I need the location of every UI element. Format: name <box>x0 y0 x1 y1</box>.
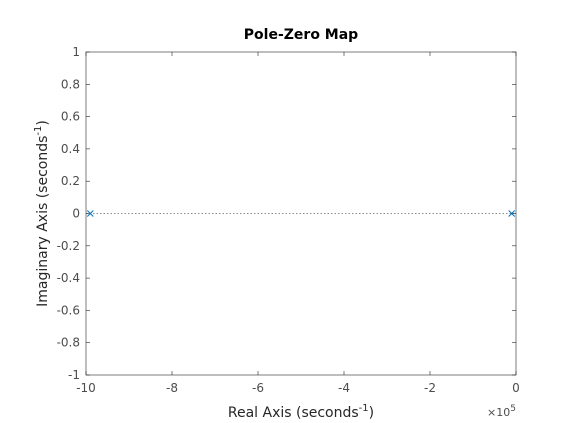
y-tick-label: -0.8 <box>57 336 80 350</box>
x-axis-exponent-power: 5 <box>510 404 516 414</box>
y-axis-ticks: -1 -0.8 -0.6 -0.4 -0.2 0 0.2 0.4 0.6 0.8 1 <box>57 45 516 382</box>
x-tick-label: -8 <box>166 381 178 395</box>
y-axis-title-close: ) <box>35 120 51 125</box>
y-axis-title-superscript: -1 <box>33 126 44 136</box>
y-tick-label: 0.4 <box>61 142 80 156</box>
y-axis-title-main: Imaginary Axis (seconds <box>35 136 51 307</box>
y-tick-label: 0 <box>72 207 80 221</box>
x-axis-title-superscript: -1 <box>359 403 369 414</box>
pole-markers <box>86 210 516 217</box>
x-tick-label: -10 <box>76 381 96 395</box>
x-tick-label: -4 <box>338 381 350 395</box>
y-tick-label: 1 <box>72 45 80 59</box>
y-tick-label: 0.6 <box>61 110 80 124</box>
x-tick-label: -2 <box>424 381 436 395</box>
x-axis-title-main: Real Axis (seconds <box>228 405 359 421</box>
x-axis-exponent-base: ×10 <box>487 406 510 419</box>
y-tick-label: 0.8 <box>61 77 80 91</box>
y-tick-label: 0.2 <box>61 174 80 188</box>
x-axis-exponent-label: ×105 <box>487 404 516 419</box>
pole-marker <box>508 210 516 217</box>
x-axis-title-close: ) <box>369 405 374 421</box>
pole-marker <box>86 210 94 217</box>
x-tick-label: -6 <box>252 381 264 395</box>
y-tick-label: -0.4 <box>57 271 80 285</box>
x-tick-label: 0 <box>512 381 520 395</box>
x-axis-ticks: -10 -8 -6 -4 -2 0 <box>76 52 520 395</box>
y-tick-label: -0.2 <box>57 239 80 253</box>
y-tick-label: -1 <box>68 368 80 382</box>
chart-title: Pole-Zero Map <box>244 27 358 43</box>
x-axis-title: Real Axis (seconds-1) <box>228 403 374 421</box>
pole-marker-stroke <box>86 210 94 217</box>
pole-marker-stroke <box>508 210 516 217</box>
y-axis-title: Imaginary Axis (seconds-1) <box>33 120 51 307</box>
y-tick-label: -0.6 <box>57 303 80 317</box>
